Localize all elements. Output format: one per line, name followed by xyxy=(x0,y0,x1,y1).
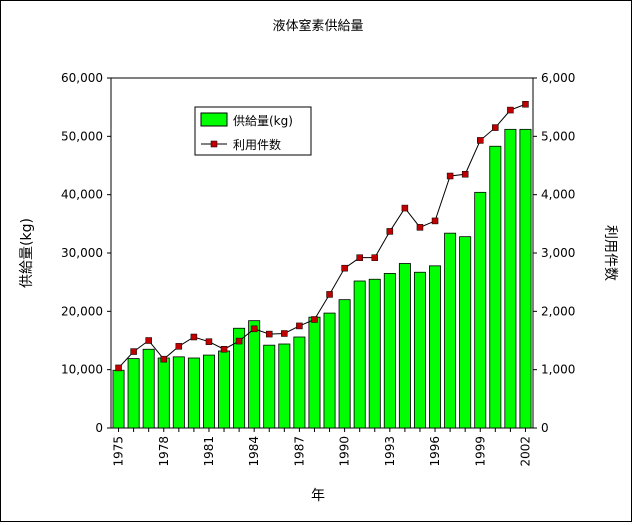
legend-bar-swatch xyxy=(200,112,228,127)
bar-1990 xyxy=(338,299,351,429)
bar-1975 xyxy=(112,369,125,429)
x-tick-label: 1975 xyxy=(112,436,126,467)
left-tick-label: 60,000 xyxy=(61,71,103,85)
bar-1996 xyxy=(429,265,442,429)
x-axis-title: 年 xyxy=(311,488,325,504)
bar-2002 xyxy=(519,128,532,429)
bar-1980 xyxy=(187,357,200,429)
right-axis-title: 利用件数 xyxy=(602,225,618,281)
point-1981 xyxy=(205,338,213,345)
left-tick-label: 0 xyxy=(95,421,103,435)
chart-title: 液体窒素供給量 xyxy=(272,18,363,34)
point-1994 xyxy=(401,204,409,212)
right-tick-label: 4,000 xyxy=(541,188,575,202)
bar-1976 xyxy=(127,358,140,429)
point-1993 xyxy=(386,228,394,235)
bar-1992 xyxy=(368,278,381,429)
left-tick-label: 10,000 xyxy=(61,363,103,377)
point-1976 xyxy=(130,348,137,355)
line-path xyxy=(118,103,526,369)
point-2001 xyxy=(507,106,514,114)
right-tick-label: 3,000 xyxy=(541,246,575,260)
bar-1977 xyxy=(142,348,155,429)
point-1983 xyxy=(235,337,243,345)
x-tick-label: 1990 xyxy=(338,436,352,467)
right-tick-label: 1,000 xyxy=(541,363,575,377)
point-1997 xyxy=(446,172,454,180)
bar-1982 xyxy=(218,350,231,429)
x-tick-label: 1984 xyxy=(247,436,261,467)
x-tick-label: 1999 xyxy=(473,436,487,467)
x-tick-label: 2002 xyxy=(518,436,532,467)
right-tick-label: 0 xyxy=(541,421,549,435)
x-tick-label: 1978 xyxy=(157,436,171,467)
point-1996 xyxy=(431,217,439,225)
legend-line-marker xyxy=(210,140,218,148)
legend: 供給量(kg) 利用件数 xyxy=(194,106,312,156)
point-2002 xyxy=(522,101,529,108)
bar-1999 xyxy=(474,191,487,429)
bar-1989 xyxy=(323,312,336,429)
left-tick-label: 50,000 xyxy=(61,129,103,143)
right-tick-label: 2,000 xyxy=(541,304,575,318)
point-1979 xyxy=(175,343,183,350)
line-series xyxy=(115,101,529,372)
bar-1991 xyxy=(353,280,366,429)
bar-1997 xyxy=(444,232,457,429)
legend-line-label: 利用件数 xyxy=(233,137,281,152)
left-tick-label: 40,000 xyxy=(61,188,103,202)
ticks: 0 0 10,000 1,000 20,000 2,000 30,000 3,000 40,00… xyxy=(61,71,575,467)
bar-1994 xyxy=(398,263,411,429)
point-1978 xyxy=(160,355,167,363)
bar-2000 xyxy=(489,145,502,429)
right-tick-label: 5,000 xyxy=(541,129,575,143)
point-1995 xyxy=(416,224,424,231)
point-1990 xyxy=(341,264,348,272)
bar-1979 xyxy=(172,356,185,429)
point-1989 xyxy=(326,291,333,298)
bar-1987 xyxy=(293,336,306,429)
x-tick-label: 1981 xyxy=(202,436,216,467)
point-1988 xyxy=(311,316,318,323)
x-tick-label: 1987 xyxy=(292,436,306,467)
bar-2001 xyxy=(504,128,517,429)
bar-1988 xyxy=(308,316,321,429)
point-1992 xyxy=(371,254,378,261)
bar-1998 xyxy=(459,236,472,429)
legend-bar-label: 供給量(kg) xyxy=(233,114,293,128)
point-1999 xyxy=(477,137,484,144)
bar-1993 xyxy=(383,273,396,429)
point-1998 xyxy=(461,171,469,178)
x-tick-label: 1996 xyxy=(428,436,442,467)
bar-1985 xyxy=(263,344,276,429)
bar-1981 xyxy=(202,354,215,429)
point-1986 xyxy=(281,330,288,337)
left-tick-label: 30,000 xyxy=(61,246,103,260)
bar-1995 xyxy=(413,271,426,429)
left-tick-label: 20,000 xyxy=(61,304,103,318)
x-tick-label: 1993 xyxy=(383,436,397,467)
bar-1978 xyxy=(157,357,170,429)
point-1977 xyxy=(145,337,152,344)
point-1984 xyxy=(250,325,258,333)
point-2000 xyxy=(492,124,499,131)
point-1985 xyxy=(266,330,273,338)
bar-1986 xyxy=(278,343,291,429)
point-1982 xyxy=(220,346,228,353)
point-1987 xyxy=(296,322,303,330)
left-axis-title: 供給量(kg) xyxy=(19,218,35,288)
right-tick-label: 6,000 xyxy=(541,71,575,85)
bar-1984 xyxy=(248,320,261,429)
point-1980 xyxy=(190,333,198,341)
point-1991 xyxy=(356,254,363,261)
point-1975 xyxy=(115,364,122,372)
